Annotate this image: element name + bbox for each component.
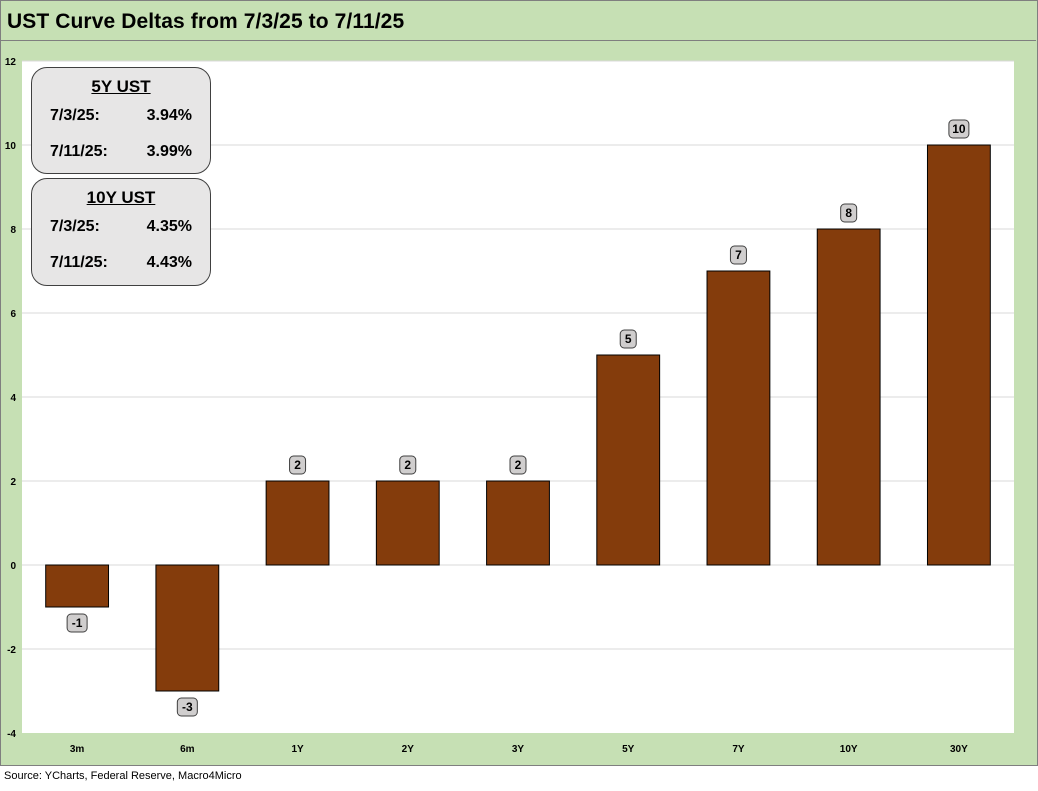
- data-labels: -1 -3 2 2 2 5 7 8 10: [66, 119, 970, 717]
- data-label-box: [66, 613, 88, 633]
- x-tick-label: 10Y: [840, 744, 858, 755]
- info-row: 7/11/25: 4.43%: [32, 254, 210, 276]
- y-tick-label: 4: [10, 393, 16, 404]
- data-label: 2: [404, 458, 411, 472]
- data-label-box: [509, 455, 527, 475]
- y-tick-label: 8: [10, 225, 16, 236]
- bar: [706, 270, 771, 566]
- info-row: 7/3/25: 4.35%: [32, 218, 210, 240]
- info-row-value: 3.94%: [146, 107, 192, 124]
- x-tick-label: 3Y: [512, 744, 525, 755]
- x-tick-label: 5Y: [622, 744, 635, 755]
- title-divider: [0, 40, 1036, 41]
- bar: [926, 144, 991, 566]
- data-label: 2: [515, 458, 522, 472]
- x-tick-label: 1Y: [291, 744, 304, 755]
- data-label: 2: [294, 458, 301, 472]
- bar: [375, 480, 440, 566]
- data-label-box: [289, 455, 307, 475]
- data-label: -3: [182, 700, 193, 714]
- info-box-5y-ust: 5Y UST 7/3/25: 3.94% 7/11/25: 3.99%: [31, 67, 211, 174]
- data-label-box: [176, 697, 198, 717]
- bars: [45, 144, 991, 692]
- info-row: 7/3/25: 3.94%: [32, 107, 210, 129]
- bar: [155, 564, 220, 692]
- x-axis-ticks: 3m 6m 1Y 2Y 3Y 5Y 7Y 10Y 30Y: [70, 744, 968, 755]
- data-label: 10: [952, 122, 966, 136]
- info-box-title: 5Y UST: [91, 77, 151, 96]
- data-label-box: [399, 455, 417, 475]
- bar: [816, 228, 881, 566]
- y-tick-label: 0: [10, 561, 16, 572]
- info-box-title: 10Y UST: [86, 188, 156, 207]
- x-tick-label: 30Y: [950, 744, 968, 755]
- info-row-value: 3.99%: [146, 143, 192, 160]
- info-row-value: 4.35%: [146, 218, 192, 235]
- y-tick-label: -4: [7, 729, 16, 740]
- info-row-label: 7/3/25:: [50, 218, 100, 235]
- info-row-value: 4.43%: [146, 254, 192, 271]
- x-tick-label: 3m: [70, 744, 85, 755]
- data-label-box: [840, 203, 858, 223]
- y-tick-label: 2: [10, 477, 16, 488]
- x-tick-label: 2Y: [402, 744, 415, 755]
- data-label: 7: [735, 248, 742, 262]
- x-tick-label: 7Y: [732, 744, 745, 755]
- source-note: Source: YCharts, Federal Reserve, Macro4…: [4, 770, 242, 782]
- data-label: 5: [625, 332, 632, 346]
- bar: [486, 480, 550, 566]
- info-row-label: 7/11/25:: [50, 254, 108, 271]
- bar: [45, 564, 110, 608]
- data-label: -1: [72, 616, 83, 630]
- info-box-10y-ust: 10Y UST 7/3/25: 4.35% 7/11/25: 4.43%: [31, 178, 211, 286]
- y-axis-ticks: -4 -2 0 2 4 6 8 10 12: [5, 57, 17, 740]
- y-tick-label: 12: [5, 57, 17, 68]
- data-label-box: [729, 245, 747, 265]
- y-tick-label: 6: [10, 309, 16, 320]
- y-tick-label: -2: [7, 645, 16, 656]
- data-label-box: [948, 119, 970, 139]
- chart-title: UST Curve Deltas from 7/3/25 to 7/11/25: [7, 10, 405, 33]
- y-tick-label: 10: [5, 141, 17, 152]
- bar: [265, 480, 330, 566]
- bar: [596, 354, 661, 566]
- info-row-label: 7/3/25:: [50, 107, 100, 124]
- info-row-label: 7/11/25:: [50, 143, 108, 160]
- x-tick-label: 6m: [180, 744, 195, 755]
- data-label-box: [619, 329, 637, 349]
- data-label: 8: [845, 206, 852, 220]
- info-row: 7/11/25: 3.99%: [32, 143, 210, 165]
